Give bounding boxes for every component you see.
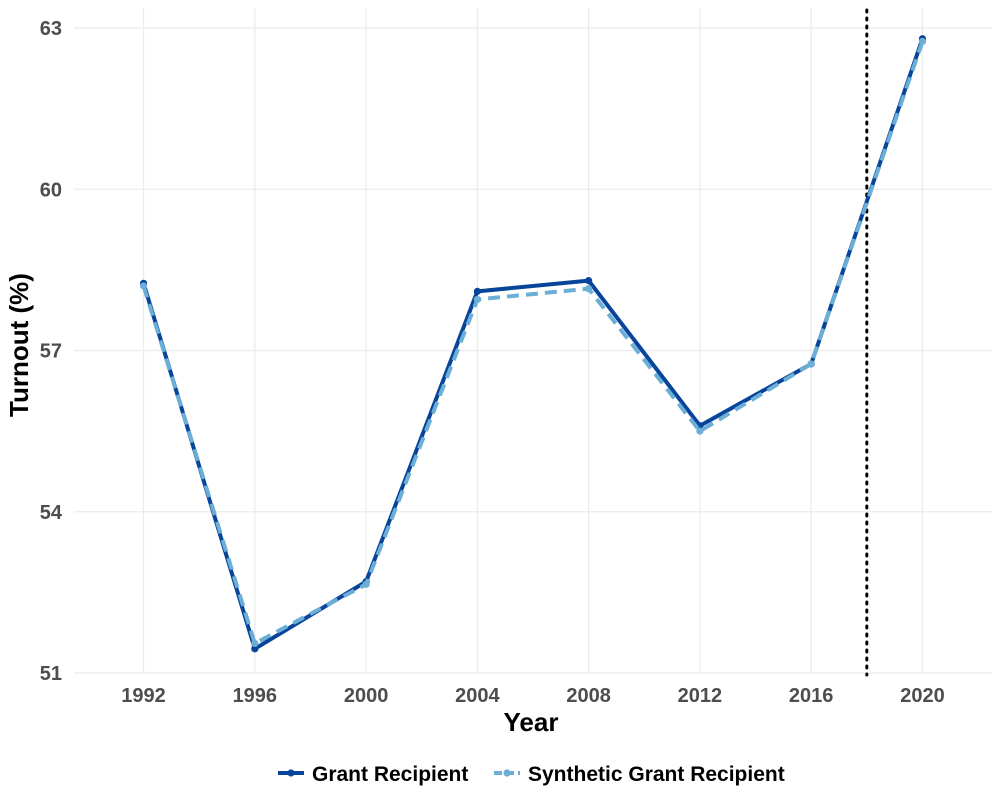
synthetic-grant-recipient-point xyxy=(473,295,481,304)
x-tick-label: 2004 xyxy=(455,685,500,707)
synthetic-grant-recipient-line xyxy=(141,40,925,646)
x-tick-label: 2000 xyxy=(344,685,389,707)
y-tick-label: 51 xyxy=(40,663,62,685)
x-tick-label: 2008 xyxy=(566,685,611,707)
grant-recipient-point xyxy=(473,287,481,295)
legend-marker-synthetic-grant-recipient xyxy=(503,769,511,777)
y-tick-label: 57 xyxy=(40,341,62,363)
synthetic-grant-recipient-point xyxy=(696,427,704,435)
legend-label-synthetic-grant-recipient: Synthetic Grant Recipient xyxy=(528,763,785,786)
synthetic-grant-recipient-point xyxy=(251,639,259,648)
x-tick-label: 1996 xyxy=(233,685,278,707)
grant-recipient-point xyxy=(585,277,593,285)
x-axis-title: Year xyxy=(504,707,559,737)
y-tick-label: 54 xyxy=(40,502,63,524)
y-axis-title: Turnout (%) xyxy=(4,273,34,417)
y-tick-label: 60 xyxy=(40,179,62,201)
synthetic-grant-recipient-point xyxy=(807,360,815,368)
synthetic-grant-recipient-point xyxy=(585,285,593,293)
synthetic-grant-recipient-point xyxy=(362,580,370,588)
synthetic-grant-recipient-point xyxy=(139,282,148,290)
x-axis-ticks: 1992 1996 2000 2004 2008 2012 2016 2020 xyxy=(121,685,944,707)
grant-recipient-point xyxy=(251,645,259,653)
legend-marker-grant-recipient xyxy=(287,769,295,777)
x-tick-label: 2020 xyxy=(900,685,945,707)
x-tick-label: 2012 xyxy=(678,685,723,707)
series-layer xyxy=(139,35,927,653)
synthetic-grant-recipient-point xyxy=(918,37,927,46)
grid-lines xyxy=(74,8,992,674)
x-tick-label: 1992 xyxy=(121,685,166,707)
legend: Grant Recipient Synthetic Grant Recipient xyxy=(278,763,785,786)
grant-recipient-line xyxy=(141,38,925,651)
legend-label-grant-recipient: Grant Recipient xyxy=(312,763,468,786)
y-axis-ticks: 51 54 57 60 63 xyxy=(40,18,63,685)
x-tick-label: 2016 xyxy=(789,685,834,707)
y-tick-label: 63 xyxy=(40,18,62,40)
